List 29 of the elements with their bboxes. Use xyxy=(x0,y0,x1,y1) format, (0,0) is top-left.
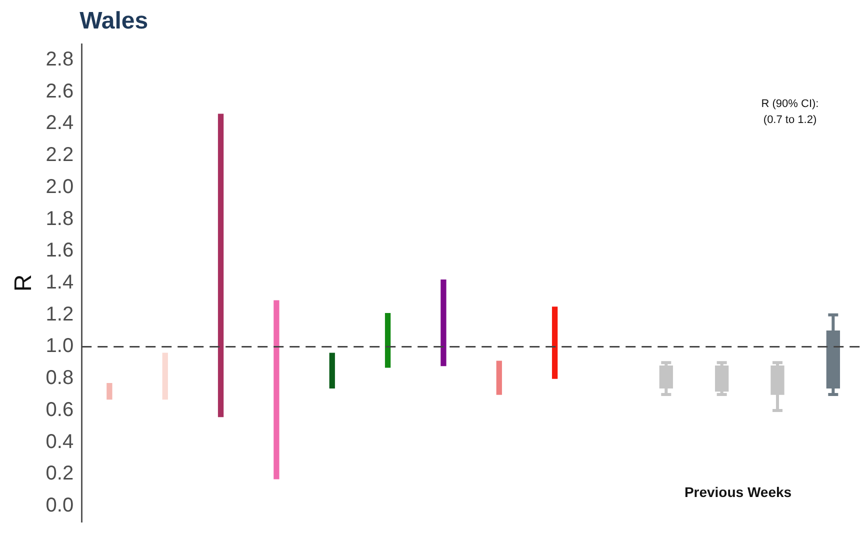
y-tick-label: 0.2 xyxy=(46,462,74,485)
y-tick-label: 0.4 xyxy=(46,430,74,453)
bar xyxy=(329,352,335,388)
annotation: (0.7 to 1.2) xyxy=(763,114,817,126)
y-tick-label: 2.8 xyxy=(46,48,74,70)
chart-title: Wales xyxy=(80,8,148,35)
y-tick-label: 2.0 xyxy=(46,176,74,198)
y-tick-label: 0.0 xyxy=(46,494,74,517)
y-tick-label: 2.6 xyxy=(46,80,74,102)
y-tick-label: 1.0 xyxy=(46,335,74,358)
bar xyxy=(106,383,112,400)
y-tick-label: 1.2 xyxy=(46,303,74,326)
annotation: Previous Weeks xyxy=(684,484,792,500)
bar xyxy=(162,352,168,400)
y-tick-label: 1.6 xyxy=(46,240,74,262)
bar xyxy=(552,306,558,379)
bar xyxy=(218,114,224,418)
y-tick-label: 0.6 xyxy=(46,398,74,421)
y-tick-label: 1.4 xyxy=(46,272,74,294)
bar xyxy=(384,312,391,368)
bar xyxy=(440,279,446,366)
y-tick-label: 0.8 xyxy=(46,367,74,390)
annotation: R (90% CI): xyxy=(761,98,819,110)
y-tick-label: 2.2 xyxy=(46,144,74,166)
bar xyxy=(496,360,502,395)
y-axis-title: R xyxy=(10,274,38,292)
y-tick-label: 1.8 xyxy=(46,208,74,230)
y-tick-label: 2.4 xyxy=(46,112,74,134)
bar xyxy=(274,300,280,480)
